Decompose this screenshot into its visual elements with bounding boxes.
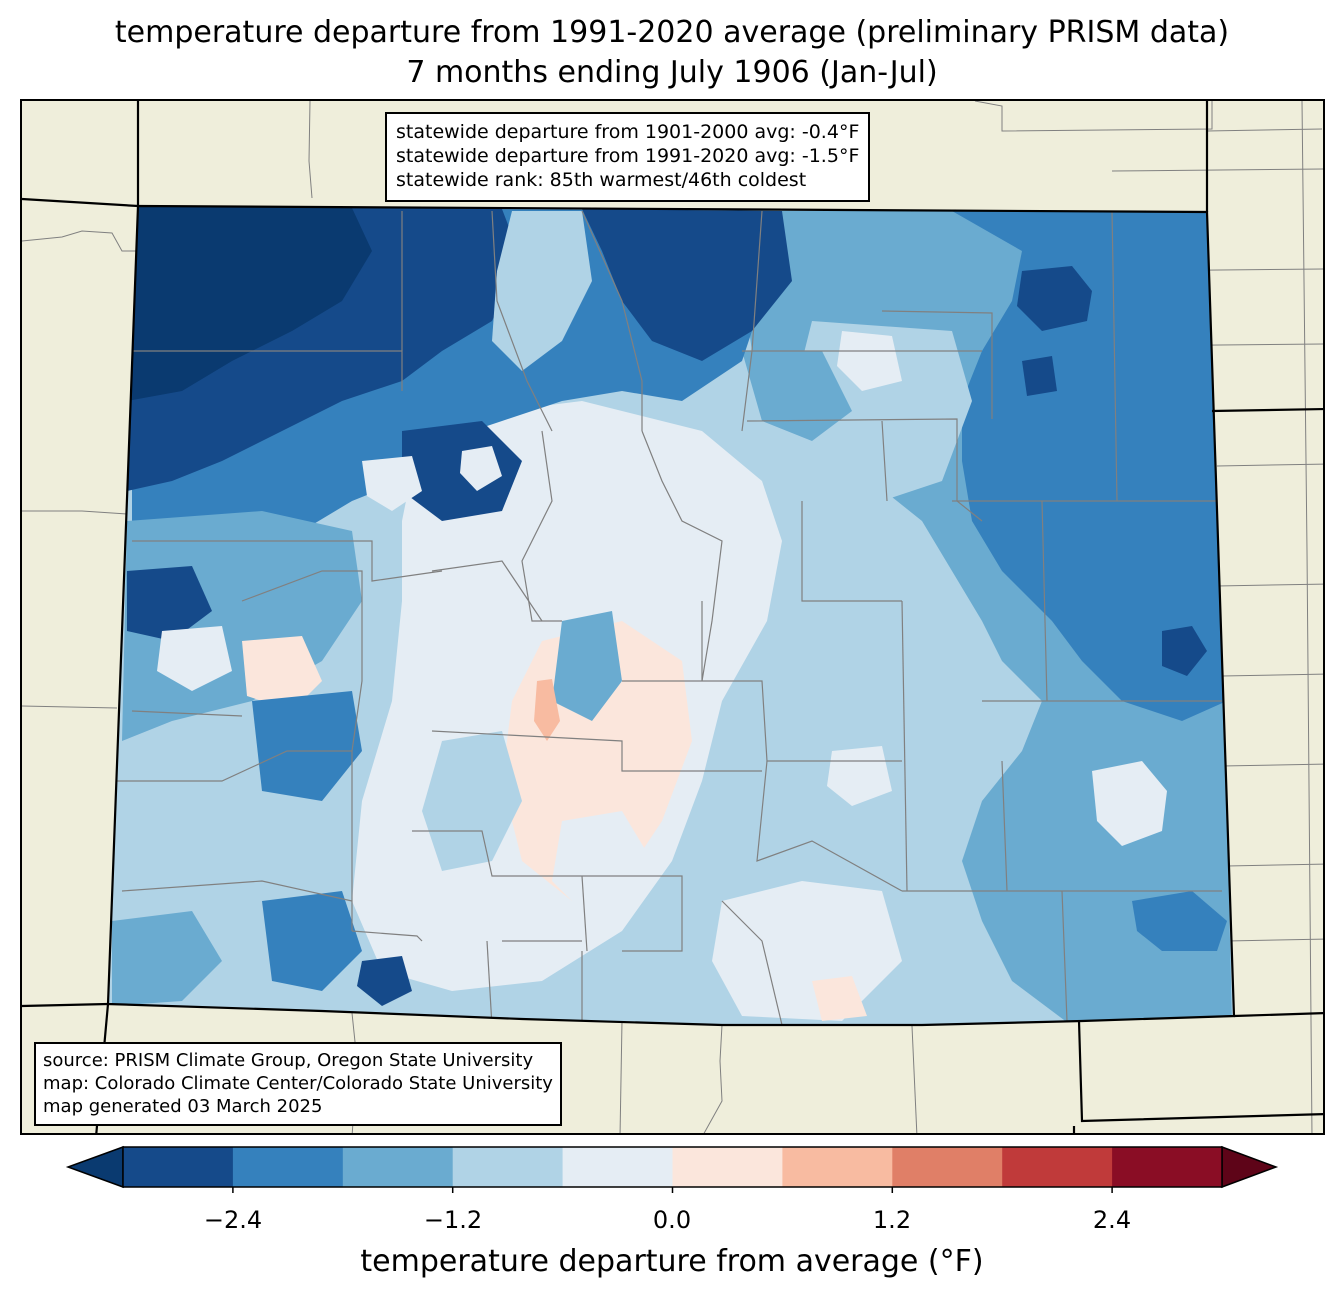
colorbar-extend-high	[1221, 1145, 1279, 1189]
colorbar-segment	[232, 1147, 344, 1187]
colorbar-segment	[892, 1147, 1003, 1187]
colorbar-tick-label: −1.2	[423, 1206, 483, 1234]
colorado-map	[22, 101, 1323, 1133]
map-frame: statewide departure from 1901-2000 avg: …	[20, 99, 1325, 1135]
colorbar-tick-label: 2.4	[1092, 1206, 1132, 1234]
temperature-field	[108, 206, 1234, 1025]
map-subtitle: 7 months ending July 1906 (Jan-Jul)	[406, 55, 938, 90]
colorbar-segment	[672, 1147, 783, 1187]
map-title: temperature departure from 1991-2020 ave…	[114, 15, 1230, 50]
colorbar-segment	[452, 1147, 564, 1187]
state-borders	[22, 101, 1323, 1133]
source-line: source: PRISM Climate Group, Oregon Stat…	[43, 1050, 534, 1071]
colorbar-tick-label: 1.2	[872, 1206, 912, 1234]
colorbar-tick-label: 0.0	[652, 1206, 692, 1234]
stat-rank: statewide rank: 85th warmest/46th coldes…	[396, 169, 807, 191]
stat-departure-1991-2020: statewide departure from 1991-2020 avg: …	[396, 145, 860, 167]
map-credit-line: map: Colorado Climate Center/Colorado St…	[43, 1073, 553, 1094]
colorbar	[65, 1145, 1279, 1193]
colorbar-segment	[562, 1147, 673, 1187]
colorbar-tick-label: −2.4	[203, 1206, 263, 1234]
colorbar-segment	[782, 1147, 893, 1187]
statewide-stats-box: statewide departure from 1901-2000 avg: …	[385, 112, 871, 202]
source-box: source: PRISM Climate Group, Oregon Stat…	[34, 1042, 562, 1126]
county-lines	[112, 210, 1222, 1025]
colorbar-label: temperature departure from average (°F)	[360, 1244, 984, 1279]
colorbar-segment	[123, 1147, 234, 1187]
colorbar-segment	[1112, 1147, 1223, 1187]
generated-date-line: map generated 03 March 2025	[43, 1096, 323, 1117]
colorbar-segment	[342, 1147, 454, 1187]
colorbar-segment	[1002, 1147, 1113, 1187]
stat-departure-1901-2000: statewide departure from 1901-2000 avg: …	[396, 121, 860, 143]
colorbar-extend-low	[65, 1145, 124, 1189]
